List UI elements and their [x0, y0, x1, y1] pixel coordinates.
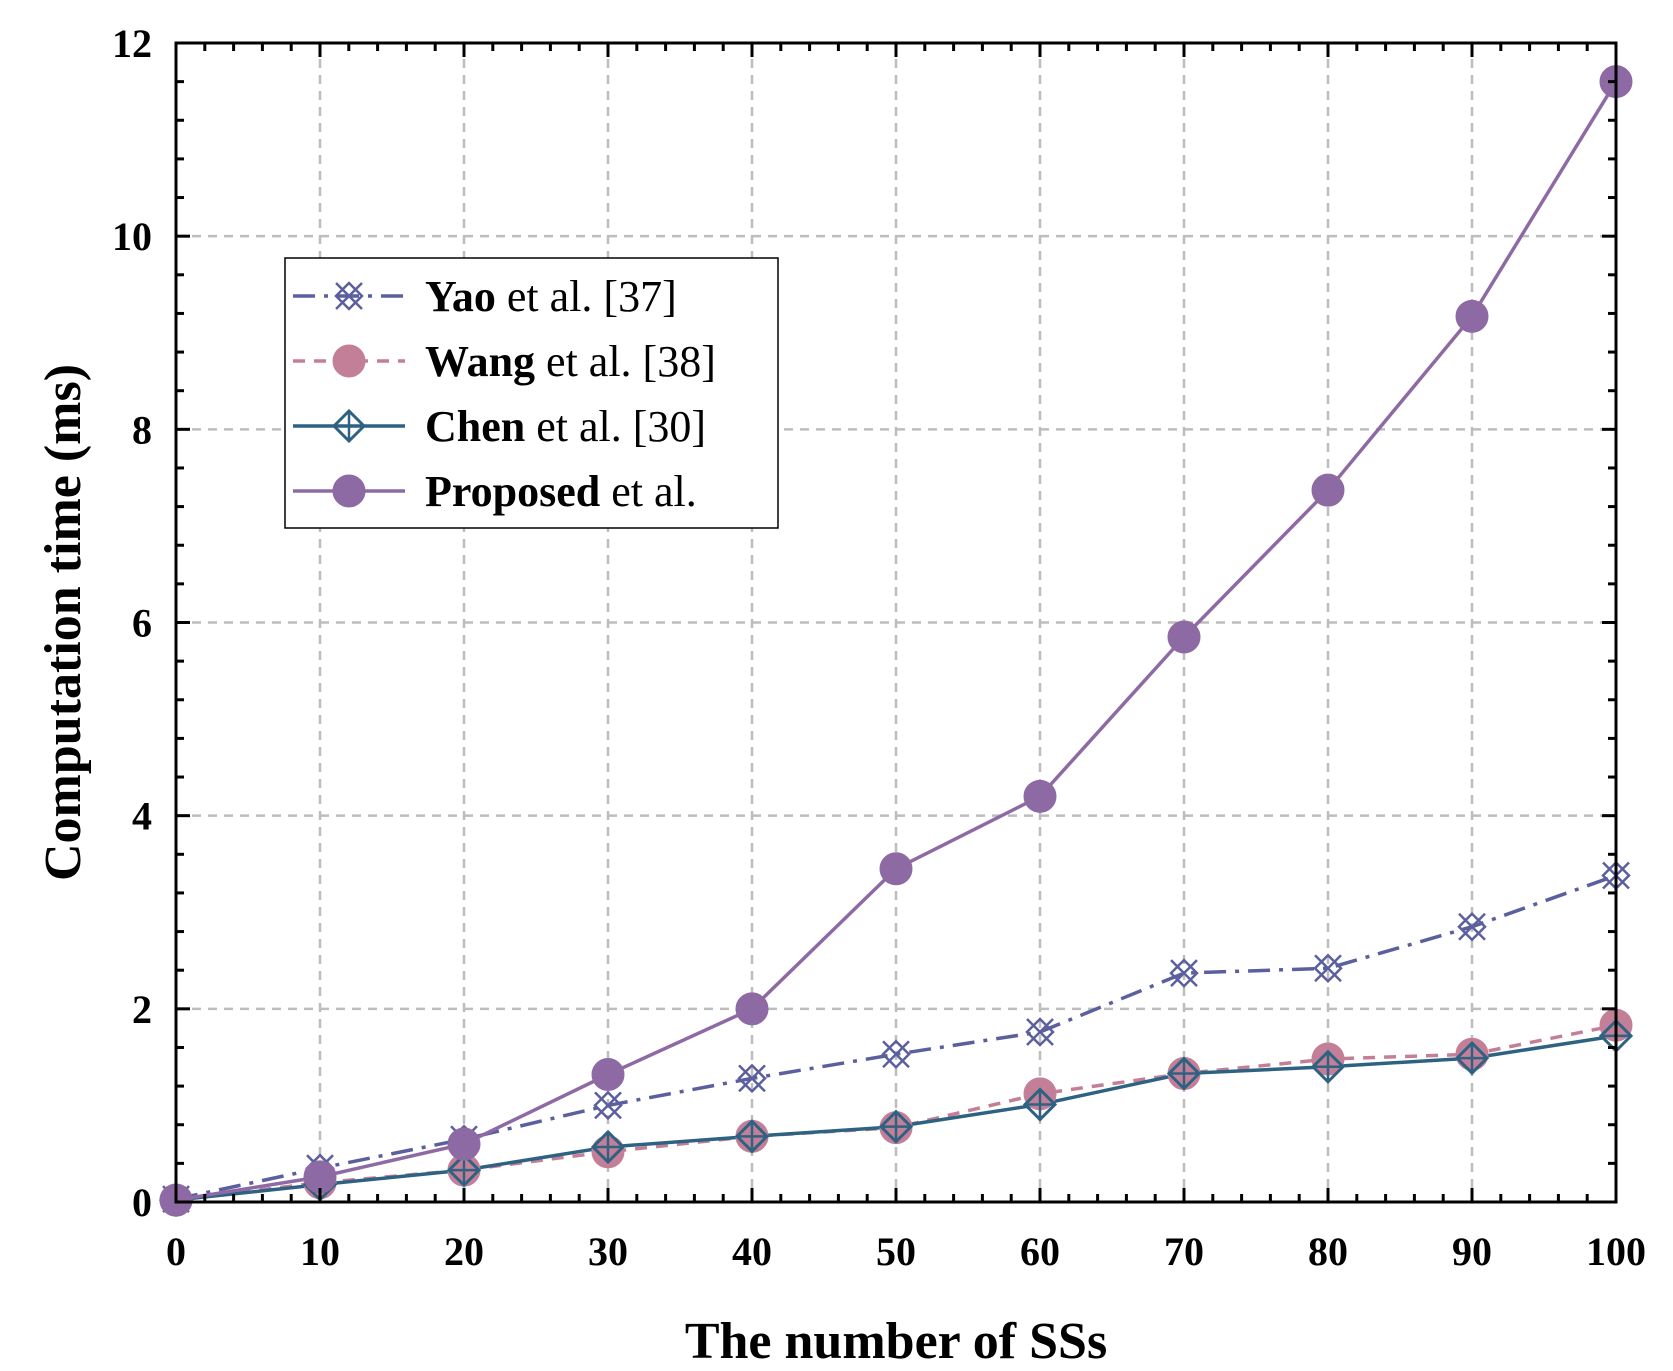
- legend-label: Yao et al. [37]: [425, 272, 677, 321]
- x-tick-label: 90: [1452, 1229, 1492, 1274]
- x-tick-label: 20: [444, 1229, 484, 1274]
- marker-x-diamond: [1313, 953, 1343, 984]
- y-tick-labels: 0 2 4 6 8 10 12: [112, 21, 152, 1225]
- y-tick-label: 4: [132, 794, 152, 839]
- legend-label: Proposed et al.: [425, 467, 697, 516]
- marker-x-diamond: [334, 281, 364, 311]
- grid-lines: [176, 43, 1616, 1202]
- y-axis-title: Computation time (ms): [35, 364, 92, 881]
- marker-x-stroke-b: [1458, 912, 1486, 941]
- legend-label-bold: Wang: [425, 337, 535, 386]
- x-tick-label: 50: [876, 1229, 916, 1274]
- legend-entry-3: Proposed et al.: [293, 467, 697, 516]
- marker-x-diamond: [593, 1090, 623, 1121]
- marker-circle: [332, 474, 366, 508]
- legend-label-bold: Proposed: [425, 467, 600, 516]
- marker-x-stroke-b: [1026, 1018, 1054, 1046]
- legend-label-bold: Yao: [425, 272, 496, 321]
- x-axis-title: The number of SSs: [685, 1313, 1107, 1370]
- legend-label: Chen et al. [30]: [425, 402, 706, 451]
- legend-label-rest: et al.: [600, 467, 697, 516]
- marker-x-stroke-b: [738, 1064, 766, 1093]
- x-tick-label: 30: [588, 1229, 628, 1274]
- x-tick-label: 100: [1586, 1229, 1646, 1274]
- legend-entry-2: Chen et al. [30]: [293, 402, 706, 451]
- legend-label-rest: et al. [30]: [525, 402, 706, 451]
- marker-x-diamond: [1169, 958, 1199, 988]
- marker-x-stroke-b: [335, 282, 363, 310]
- legend: Yao et al. [37]Wang et al. [38]Chen et a…: [284, 257, 779, 529]
- marker-circle: [735, 992, 769, 1026]
- y-tick-label: 10: [112, 214, 152, 259]
- legend-label-bold: Chen: [425, 402, 525, 451]
- legend-entry-0: Yao et al. [37]: [293, 272, 677, 321]
- marker-x-diamond: [1457, 911, 1487, 942]
- marker-x-stroke-b: [594, 1091, 622, 1120]
- legend-box: [284, 257, 779, 529]
- marker-x-diamond: [737, 1063, 767, 1094]
- marker-x-diamond: [881, 1039, 911, 1069]
- marker-circle: [879, 852, 913, 886]
- x-tick-label: 70: [1164, 1229, 1204, 1274]
- marker-circle: [591, 1058, 625, 1092]
- x-tick-label: 10: [300, 1229, 340, 1274]
- marker-circle: [1167, 620, 1201, 654]
- legend-label-rest: et al. [37]: [496, 272, 677, 321]
- marker-circle: [447, 1127, 481, 1161]
- y-tick-label: 0: [132, 1180, 152, 1225]
- marker-circle: [332, 344, 366, 378]
- marker-x-stroke-b: [1314, 954, 1342, 983]
- marker-circle: [1311, 473, 1345, 507]
- legend-entry-1: Wang et al. [38]: [293, 337, 716, 386]
- y-tick-label: 2: [132, 987, 152, 1032]
- legend-label-rest: et al. [38]: [535, 337, 716, 386]
- marker-circle: [1023, 779, 1057, 813]
- marker-circle: [1455, 299, 1489, 333]
- marker-x-diamond: [1025, 1017, 1055, 1047]
- x-tick-label: 80: [1308, 1229, 1348, 1274]
- x-tick-label: 60: [1020, 1229, 1060, 1274]
- y-tick-label: 6: [132, 601, 152, 646]
- y-tick-label: 12: [112, 21, 152, 66]
- marker-x-stroke-b: [882, 1040, 910, 1069]
- x-tick-label: 0: [166, 1229, 186, 1274]
- marker-x-stroke-b: [1170, 959, 1198, 987]
- x-tick-labels: 0 10 20 30 40 50 60 70 80 90 100: [166, 1229, 1646, 1274]
- legend-label: Wang et al. [38]: [425, 337, 716, 386]
- series-markers: [158, 65, 1634, 1218]
- x-tick-label: 40: [732, 1229, 772, 1274]
- axis-ticks: [174, 41, 1618, 1204]
- y-tick-label: 8: [132, 407, 152, 452]
